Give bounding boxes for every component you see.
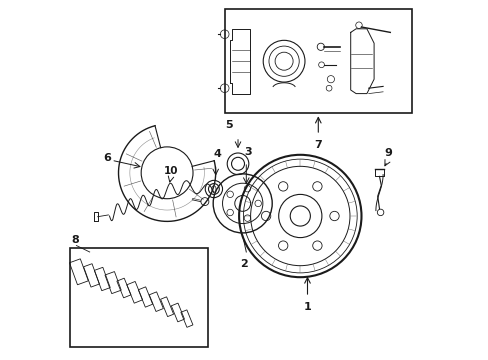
Bar [70,248,208,347]
Text: 8: 8 [72,235,79,245]
Text: 7: 7 [314,140,322,150]
Text: 2: 2 [240,259,248,269]
Text: 10: 10 [163,166,178,176]
Text: 3: 3 [244,147,251,157]
Bar [224,9,411,113]
Text: 5: 5 [225,120,232,130]
Text: 6: 6 [103,153,111,163]
Text: 9: 9 [384,148,392,158]
Text: 4: 4 [213,149,221,159]
Text: 1: 1 [303,302,311,312]
